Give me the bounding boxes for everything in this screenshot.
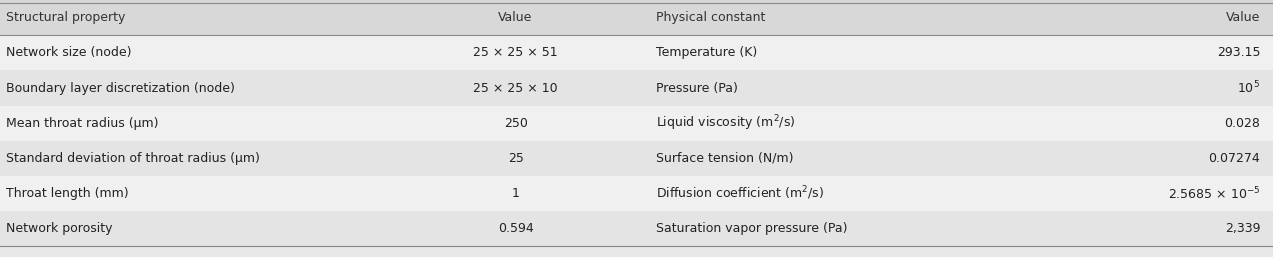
Text: Value: Value xyxy=(1226,11,1260,24)
FancyBboxPatch shape xyxy=(0,176,1273,211)
Text: Saturation vapor pressure (Pa): Saturation vapor pressure (Pa) xyxy=(656,222,847,235)
FancyBboxPatch shape xyxy=(0,106,1273,141)
FancyBboxPatch shape xyxy=(0,211,1273,246)
Text: 250: 250 xyxy=(504,117,527,130)
Text: Pressure (Pa): Pressure (Pa) xyxy=(656,81,737,95)
Text: 2,339: 2,339 xyxy=(1225,222,1260,235)
Text: Temperature (K): Temperature (K) xyxy=(656,46,757,59)
Text: Surface tension (N/m): Surface tension (N/m) xyxy=(656,152,793,165)
Text: 293.15: 293.15 xyxy=(1217,46,1260,59)
Text: Value: Value xyxy=(498,11,533,24)
Text: 0.028: 0.028 xyxy=(1225,117,1260,130)
Text: Throat length (mm): Throat length (mm) xyxy=(6,187,129,200)
Text: Standard deviation of throat radius (μm): Standard deviation of throat radius (μm) xyxy=(6,152,260,165)
Text: 25: 25 xyxy=(508,152,523,165)
Text: 2.5685 × 10$^{-5}$: 2.5685 × 10$^{-5}$ xyxy=(1167,185,1260,202)
Text: 25 × 25 × 10: 25 × 25 × 10 xyxy=(474,81,558,95)
Text: Network size (node): Network size (node) xyxy=(6,46,132,59)
Text: Boundary layer discretization (node): Boundary layer discretization (node) xyxy=(6,81,236,95)
FancyBboxPatch shape xyxy=(0,35,1273,70)
Text: 1: 1 xyxy=(512,187,519,200)
Text: 0.594: 0.594 xyxy=(498,222,533,235)
FancyBboxPatch shape xyxy=(0,70,1273,106)
Text: Liquid viscosity (m$^2$/s): Liquid viscosity (m$^2$/s) xyxy=(656,113,796,133)
Text: Mean throat radius (μm): Mean throat radius (μm) xyxy=(6,117,159,130)
Text: Structural property: Structural property xyxy=(6,11,126,24)
Text: 25 × 25 × 51: 25 × 25 × 51 xyxy=(474,46,558,59)
Text: Diffusion coefficient (m$^2$/s): Diffusion coefficient (m$^2$/s) xyxy=(656,185,824,203)
Text: Physical constant: Physical constant xyxy=(656,11,765,24)
Text: 0.07274: 0.07274 xyxy=(1208,152,1260,165)
FancyBboxPatch shape xyxy=(0,0,1273,35)
Text: 10$^5$: 10$^5$ xyxy=(1237,80,1260,96)
Text: Network porosity: Network porosity xyxy=(6,222,113,235)
FancyBboxPatch shape xyxy=(0,141,1273,176)
